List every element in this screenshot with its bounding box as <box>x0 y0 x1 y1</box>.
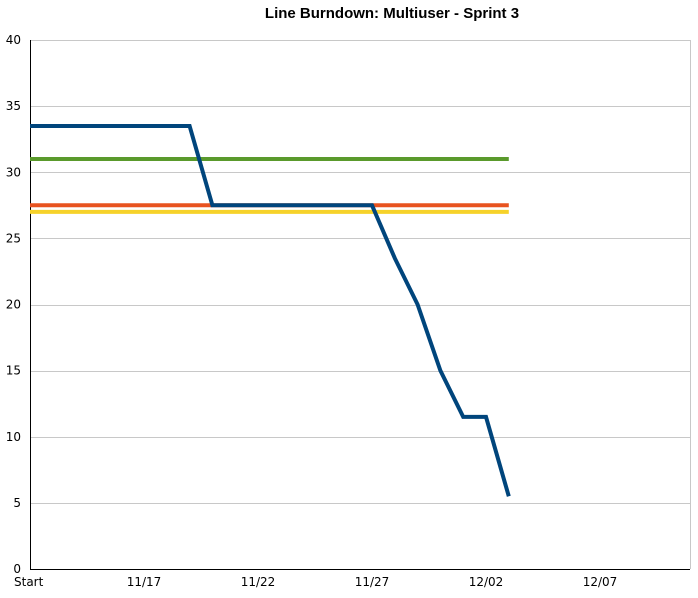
y-tick-label: 10 <box>6 430 21 444</box>
chart-title: Line Burndown: Multiuser - Sprint 3 <box>265 5 519 22</box>
y-tick-labels: 0 5 10 15 20 25 30 35 40 <box>6 33 21 576</box>
x-tick-label: 11/17 <box>127 575 162 589</box>
y-tick-label: 30 <box>6 165 21 179</box>
x-tick-label: Start <box>14 575 44 589</box>
axis-layer <box>30 40 690 570</box>
y-tick-label: 25 <box>6 231 21 245</box>
y-tick-label: 35 <box>6 99 21 113</box>
x-tick-labels: Start 11/17 11/22 11/27 12/02 12/07 <box>14 575 617 589</box>
x-tick-label: 12/02 <box>469 575 504 589</box>
y-tick-label: 15 <box>6 364 21 378</box>
x-tick-label: 12/07 <box>583 575 618 589</box>
x-tick-label: 11/27 <box>355 575 390 589</box>
y-tick-label: 0 <box>13 562 21 576</box>
y-tick-label: 20 <box>6 298 21 312</box>
x-tick-label: 11/22 <box>241 575 276 589</box>
y-tick-label: 5 <box>13 496 21 510</box>
series-layer <box>30 124 511 497</box>
series-line-burndown <box>30 124 511 497</box>
grid-layer <box>30 40 691 569</box>
y-tick-label: 40 <box>6 33 21 47</box>
